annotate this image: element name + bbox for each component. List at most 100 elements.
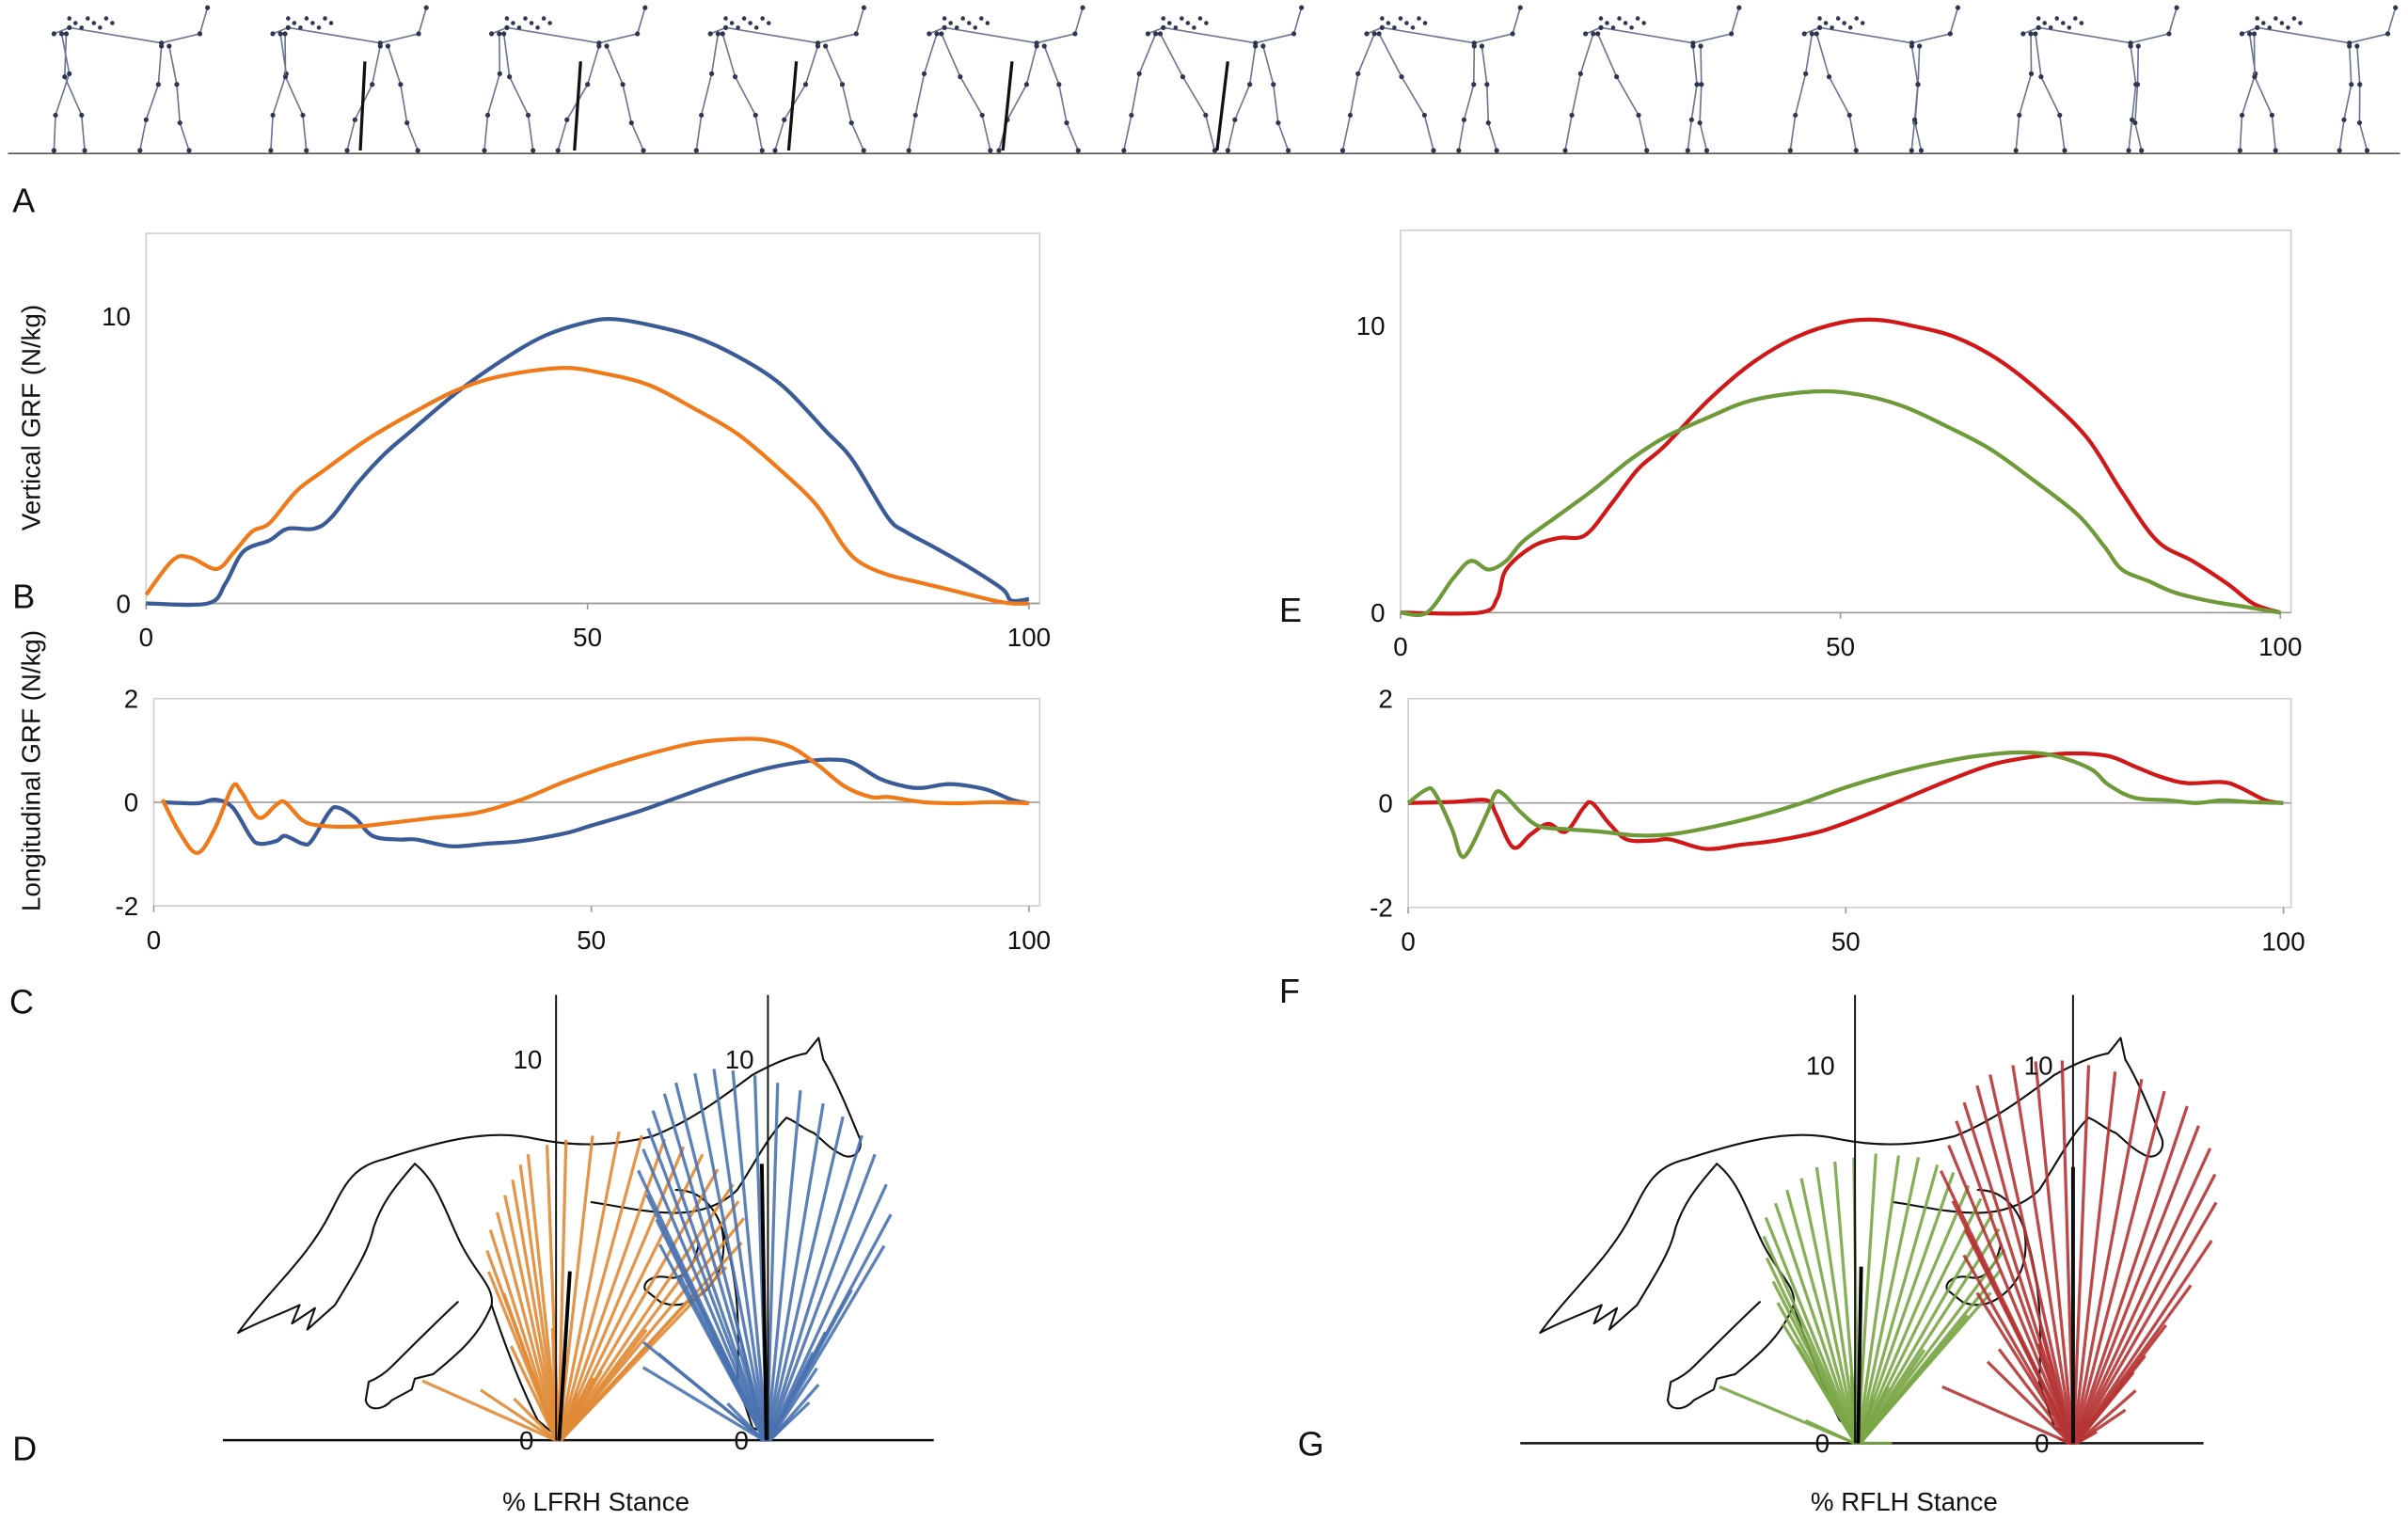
marker-dot [2166, 31, 2172, 37]
stick-segment [928, 7, 1084, 44]
stick-segment [1148, 7, 1303, 44]
marker-dot [270, 31, 276, 37]
marker-dot [2174, 5, 2179, 10]
force-vector [560, 1370, 603, 1441]
force-vector [1859, 1314, 1969, 1445]
force-vector [1986, 1360, 2072, 1445]
marker-dot [1180, 16, 1184, 21]
marker-dot [1253, 43, 1259, 49]
marker-dot [2239, 31, 2245, 37]
marker-dot [1023, 82, 1030, 87]
marker-dot [1080, 5, 1085, 10]
force-vector [2075, 1430, 2098, 1445]
marker-dot [2060, 21, 2066, 25]
marker-dot [1204, 21, 1209, 25]
marker-dot [1583, 31, 1589, 37]
force-vector [1857, 1164, 1940, 1444]
marker-dot [2129, 117, 2135, 122]
stick-segment [1159, 33, 1216, 151]
marker-dot [1644, 148, 1650, 153]
force-vector [488, 1229, 559, 1441]
horse-outline-stroke [590, 1116, 788, 1214]
force-vector [1859, 1349, 1926, 1445]
force-vector [2072, 1071, 2117, 1444]
marker-dot [1386, 21, 1391, 25]
x-tick-label: 0 [147, 926, 161, 955]
marker-dot [484, 112, 491, 119]
stick-segment [138, 45, 163, 151]
stick-segment [2239, 33, 2257, 151]
marker-dot [72, 21, 78, 25]
y-tick-label: 0 [117, 589, 131, 618]
force-vector [2034, 1061, 2075, 1444]
marker-dot [205, 5, 211, 10]
force-vector-fans [421, 1069, 893, 1442]
marker-dot [270, 112, 276, 119]
marker-dot [979, 112, 985, 119]
marker-dot [1421, 112, 1428, 119]
marker-dot [823, 43, 829, 49]
stick-segment [54, 7, 209, 44]
marker-dot [91, 21, 97, 25]
marker-dot [63, 31, 70, 37]
marker-dot [404, 119, 410, 126]
stick-segment [168, 45, 190, 151]
marker-dot [1431, 148, 1436, 153]
stick-segment [941, 33, 991, 151]
force-vector [2073, 1148, 2212, 1445]
stick-figure [693, 5, 867, 153]
marker-dot [2028, 71, 2035, 76]
stick-segment [709, 7, 865, 44]
marker-dot [1398, 16, 1403, 21]
marker-dot [51, 148, 57, 153]
marker-dot [1617, 16, 1622, 21]
stick-segment [1699, 45, 1708, 151]
stick-segment [502, 33, 534, 151]
marker-dot [1847, 25, 1853, 30]
marker-dot [564, 117, 570, 122]
stick-figure [906, 5, 1085, 153]
force-vector [1941, 1385, 2071, 1445]
marker-dot [1355, 71, 1361, 76]
marker-dot [1185, 21, 1191, 25]
marker-dot [1494, 148, 1499, 153]
marker-dot [1510, 31, 1515, 37]
marker-dot [1285, 148, 1291, 153]
marker-dot [110, 21, 115, 25]
panel-label-b: B [12, 577, 35, 615]
y-axis-label-longitudinal: Longitudinal GRF (N/kg) [17, 630, 46, 911]
marker-dot [2132, 119, 2138, 126]
force-vector [2073, 1173, 2217, 1445]
marker-dot [1854, 16, 1860, 21]
marker-dot [525, 112, 531, 119]
marker-dot [715, 31, 721, 37]
marker-dot [2364, 148, 2370, 153]
stick-figure [268, 5, 429, 153]
marker-dot [732, 74, 738, 80]
stick-figure [51, 5, 211, 153]
stick-segment [1789, 33, 1814, 151]
marker-dot [2017, 112, 2022, 119]
marker-dot [2273, 148, 2278, 153]
x-tick-label: 100 [1007, 623, 1051, 652]
force-vector [2011, 1065, 2075, 1444]
series-line-2 [1400, 388, 2281, 618]
stick-segment [1227, 45, 1257, 151]
marker-dot [1247, 82, 1253, 87]
stick-segment [1043, 45, 1080, 151]
vector-axis-tick-0: 0 [735, 1426, 749, 1455]
force-vector [1814, 1166, 1860, 1444]
marker-dot [344, 148, 350, 153]
marker-dot [1816, 24, 1823, 30]
marker-dot [497, 71, 502, 76]
y-tick-label: 2 [124, 685, 138, 714]
force-vector [766, 1102, 825, 1441]
force-vector [1962, 1254, 2073, 1445]
marker-dot [766, 21, 771, 25]
marker-dot [1376, 31, 1382, 37]
horse-outline-stroke [237, 1163, 417, 1334]
force-vector [1955, 1120, 2074, 1444]
marker-dot [1623, 21, 1628, 25]
marker-dot [1271, 82, 1276, 87]
